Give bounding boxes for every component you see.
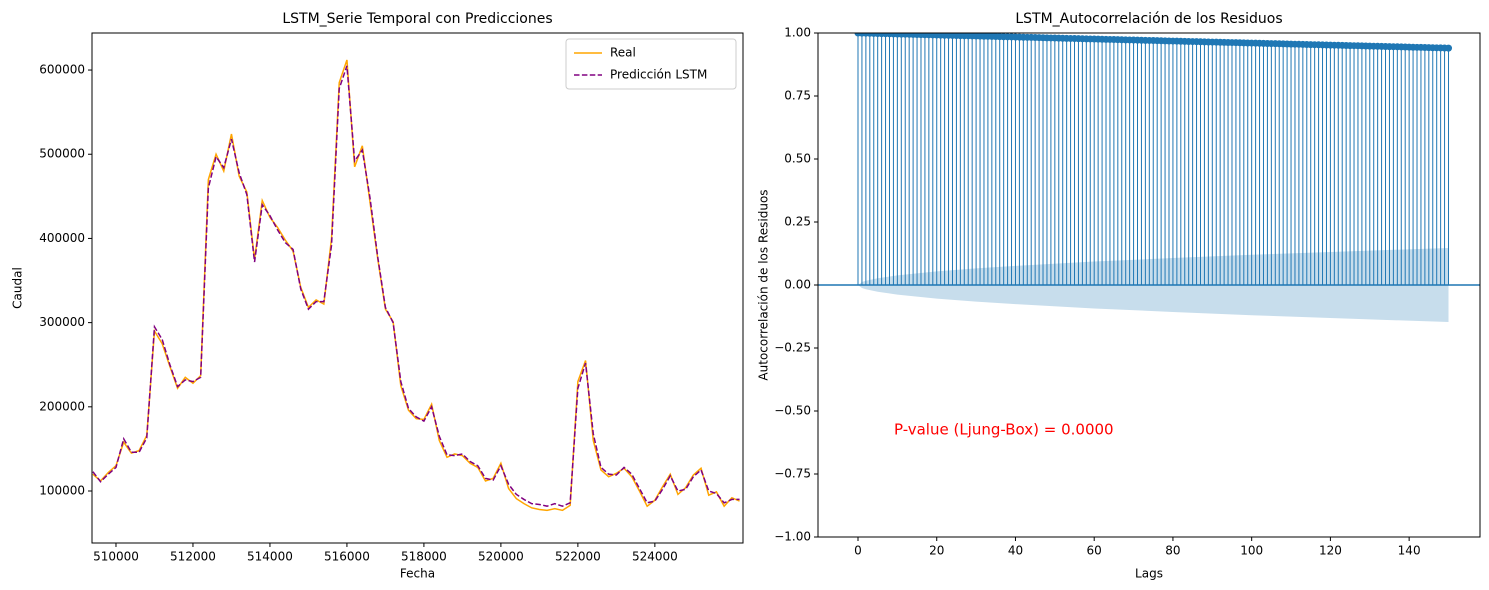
- x-tick-label: 510000: [93, 550, 139, 564]
- x-tick-label: 20: [929, 544, 944, 558]
- y-tick-label: 0.25: [784, 215, 811, 229]
- y-tick-label: −0.75: [774, 467, 811, 481]
- series-line: [92, 59, 740, 512]
- y-tick-label: 0.50: [784, 152, 811, 166]
- axes-frame: [91, 32, 744, 544]
- series-line: [92, 65, 740, 507]
- y-tick-label: 300000: [39, 315, 85, 329]
- legend-box: [565, 38, 737, 90]
- y-tick-label: −0.50: [774, 404, 811, 418]
- x-tick-label: 520000: [478, 550, 524, 564]
- y-tick-label: −0.25: [774, 341, 811, 355]
- x-tick-label: 512000: [170, 550, 216, 564]
- y-tick-label: 0.75: [784, 89, 811, 103]
- x-tick-label: 40: [1008, 544, 1023, 558]
- plot-area: [92, 59, 740, 512]
- y-axis-label: Caudal: [11, 267, 25, 309]
- x-axis-label: Lags: [1135, 567, 1163, 581]
- y-tick-label: 1.00: [784, 26, 811, 40]
- y-tick-label: 200000: [39, 399, 85, 413]
- x-tick-label: 100: [1240, 544, 1263, 558]
- subplot: LSTM_Serie Temporal con Predicciones Fech…: [11, 11, 744, 581]
- x-tick-label: 80: [1165, 544, 1180, 558]
- x-tick-label: 514000: [247, 550, 293, 564]
- y-axis-label: Autocorrelación de los Residuos: [757, 189, 771, 380]
- y-tick-label: 0.00: [784, 278, 811, 292]
- x-tick-label: 140: [1398, 544, 1421, 558]
- subplot: LSTM_Autocorrelación de los Residuos Lags…: [757, 11, 1481, 581]
- annotation: P-value (Ljung-Box) = 0.0000: [894, 421, 1114, 439]
- x-tick-label: 120: [1319, 544, 1342, 558]
- legend-label: Real: [610, 46, 636, 60]
- x-tick-label: 518000: [401, 550, 447, 564]
- y-tick-label: −1.00: [774, 530, 811, 544]
- legend: Real Predicción LSTM: [565, 38, 737, 90]
- chart-title: LSTM_Autocorrelación de los Residuos: [1015, 11, 1282, 27]
- x-tick-label: 516000: [324, 550, 370, 564]
- plot-area: [818, 33, 1480, 323]
- x-tick-label: 524000: [632, 550, 678, 564]
- x-tick-label: 60: [1087, 544, 1102, 558]
- y-tick-label: 600000: [39, 63, 85, 77]
- x-axis-label: Fecha: [400, 567, 435, 581]
- chart-title: LSTM_Serie Temporal con Predicciones: [282, 11, 552, 27]
- y-tick-label: 500000: [39, 147, 85, 161]
- y-tick-label: 400000: [39, 231, 85, 245]
- x-tick-label: 522000: [555, 550, 601, 564]
- x-tick-label: 0: [854, 544, 862, 558]
- stem-marker: [1445, 44, 1453, 52]
- y-tick-label: 100000: [39, 484, 85, 498]
- legend-label: Predicción LSTM: [610, 68, 707, 82]
- axes-frame: [817, 32, 1481, 538]
